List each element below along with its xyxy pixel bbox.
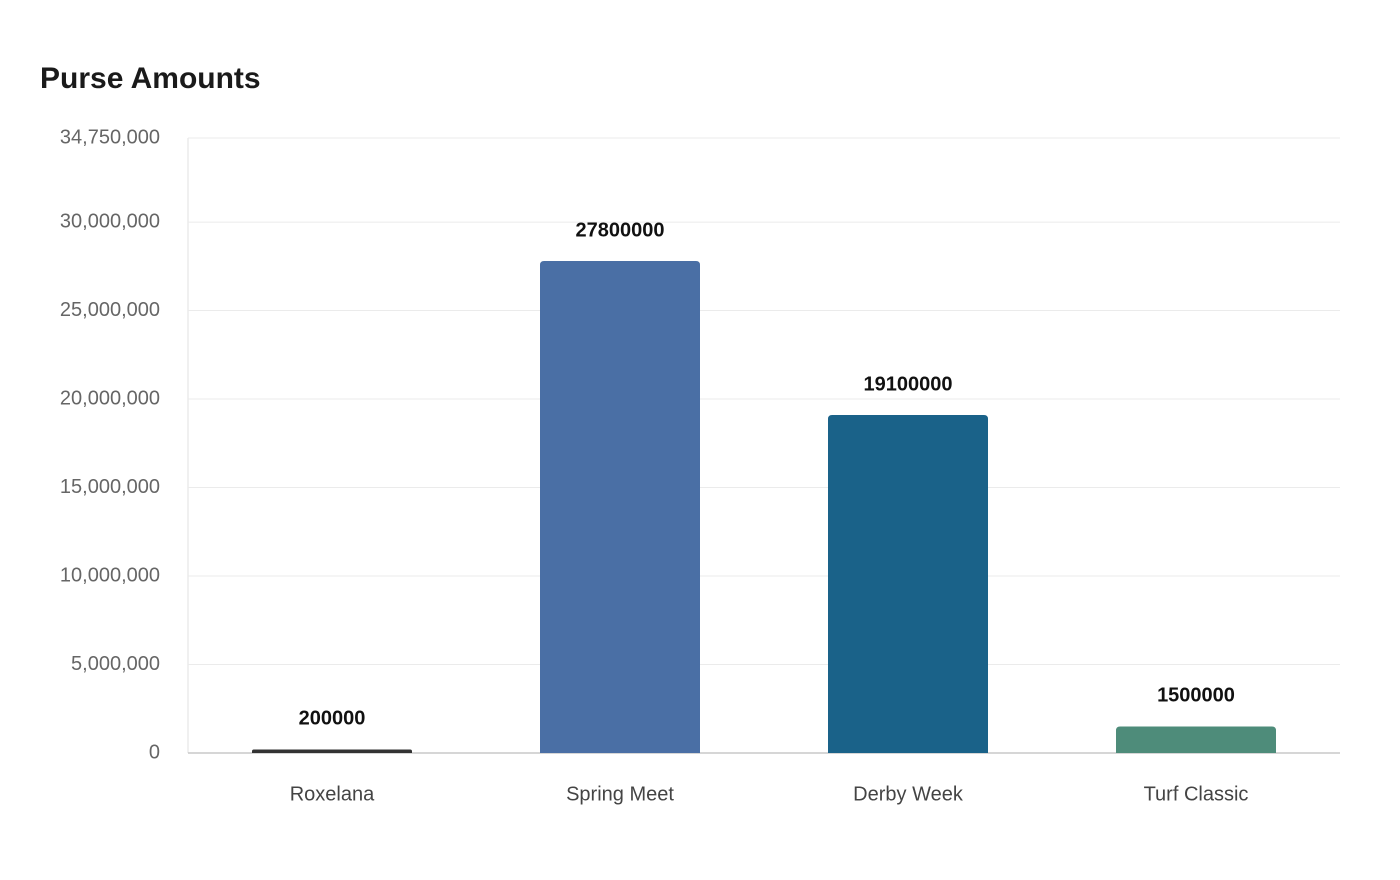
y-tick-label: 25,000,000 <box>60 299 160 321</box>
x-tick-label: Derby Week <box>853 783 964 805</box>
x-tick-label: Turf Classic <box>1144 783 1249 805</box>
value-label: 200000 <box>299 708 366 730</box>
bar <box>252 749 412 753</box>
value-label: 1500000 <box>1157 685 1235 707</box>
y-tick-label: 34,750,000 <box>60 126 160 148</box>
value-label: 19100000 <box>864 373 953 395</box>
bar <box>828 414 988 753</box>
y-tick-label: 10,000,000 <box>60 564 160 586</box>
bar <box>1116 726 1276 753</box>
chart-title: Purse Amounts <box>40 62 261 95</box>
y-tick-label: 30,000,000 <box>60 210 160 232</box>
y-tick-label: 20,000,000 <box>60 387 160 409</box>
y-tick-label: 0 <box>149 741 160 763</box>
value-label: 27800000 <box>576 219 665 241</box>
y-tick-label: 15,000,000 <box>60 476 160 498</box>
x-tick-label: Roxelana <box>290 783 375 805</box>
y-tick-label: 5,000,000 <box>71 653 160 675</box>
x-tick-label: Spring Meet <box>566 783 674 805</box>
bar <box>540 261 700 753</box>
